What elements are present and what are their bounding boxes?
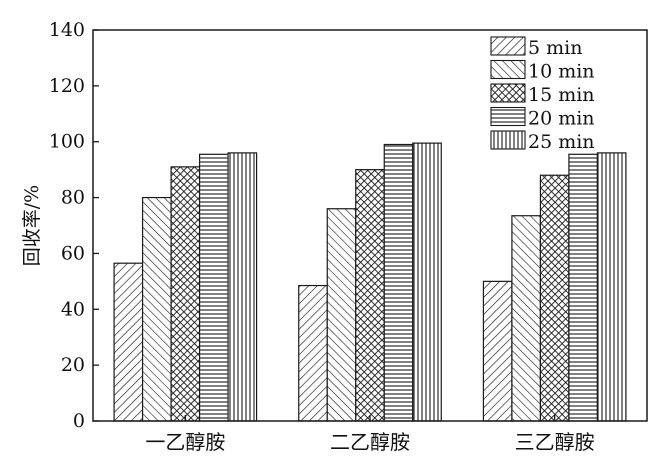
bar-1 [113,262,144,422]
bar-4 [198,153,229,422]
bar-1 [482,280,513,422]
bar-3 [170,166,201,422]
bar-5 [412,142,442,422]
legend-label: 15 min [528,84,595,106]
y-tick-label: 60 [61,242,85,264]
legend-label: 5 min [528,37,582,59]
y-tick-label: 120 [49,75,85,97]
legend-swatch [490,106,526,127]
x-tick-label: 一乙醇胺 [145,430,225,454]
y-tick-label: 40 [61,298,85,320]
legend-swatch [490,130,526,150]
bar-5 [596,152,627,422]
bar-2 [511,215,542,422]
bar-4 [568,153,599,422]
x-tick-label: 二乙醇胺 [330,430,410,454]
bar-2 [141,196,172,422]
bar-1 [298,284,328,422]
bar-3 [355,169,385,422]
x-axis: 一乙醇胺 二乙醇胺 三乙醇胺 [145,415,595,454]
bar-4 [383,143,414,422]
y-axis: 0 20 40 60 80 100 120 140 [49,19,99,432]
y-tick-label: 80 [61,187,85,209]
y-tick-label: 20 [61,354,85,376]
legend-label: 25 min [528,131,595,153]
y-axis-label: 回收率/% [21,185,43,266]
legend-label: 10 min [528,61,595,83]
legend-swatch [490,83,526,103]
x-tick-label: 三乙醇胺 [515,430,595,454]
bar-2 [326,208,357,422]
y-tick-label: 100 [49,131,85,153]
y-tick-label: 0 [73,410,85,432]
legend-swatch [490,59,526,80]
legend-swatch [490,36,526,56]
bars-group [113,142,627,422]
bar-3 [539,174,570,422]
bar-5 [227,152,258,422]
y-tick-label: 140 [49,19,85,41]
legend-label: 20 min [528,108,595,130]
